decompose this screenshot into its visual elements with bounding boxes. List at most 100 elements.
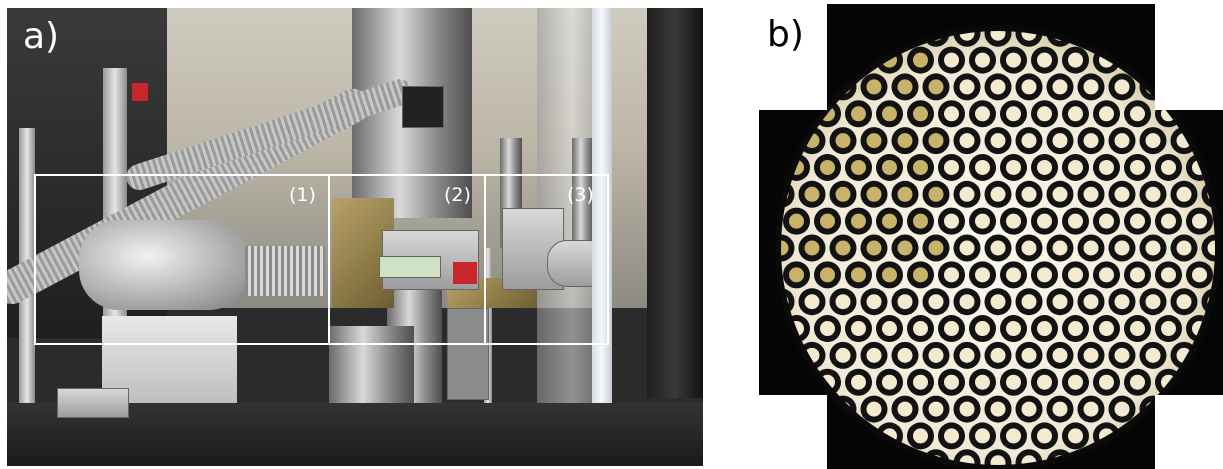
fiber-core — [1130, 321, 1145, 337]
fiber-core — [866, 347, 882, 363]
fiber-core — [1006, 321, 1021, 337]
fiber-core — [975, 321, 990, 337]
white-tube — [592, 8, 612, 466]
fiber-core — [1006, 267, 1021, 283]
fiber-core — [820, 213, 835, 229]
fiber-core — [944, 267, 959, 283]
fiber-core — [1192, 213, 1207, 229]
fiber-core — [1130, 106, 1145, 122]
fiber-core — [1068, 374, 1083, 390]
fiber-core — [990, 133, 1006, 149]
region-label-1: (1) — [289, 184, 316, 206]
fiber-core — [944, 374, 959, 390]
fiber-core — [897, 79, 913, 95]
fiber-core — [820, 159, 835, 175]
fiber-core — [975, 52, 990, 68]
fiber-core — [804, 294, 820, 310]
fiber-core — [866, 79, 882, 95]
panel-b-fiber-bundle: b) — [759, 0, 1223, 469]
fiber-core — [1083, 240, 1099, 256]
fiber-core — [1021, 294, 1037, 310]
fiber-core — [1083, 347, 1099, 363]
fiber-core — [1176, 186, 1192, 202]
fiber-core — [928, 347, 944, 363]
fiber-core — [1130, 267, 1145, 283]
fiber-core — [1083, 186, 1099, 202]
fiber-core — [866, 240, 882, 256]
fiber-core — [1052, 186, 1068, 202]
fiber-core — [1099, 374, 1114, 390]
fiber-core — [835, 240, 851, 256]
fiber-core — [1037, 213, 1052, 229]
fiber-core — [959, 133, 975, 149]
fiber-core — [897, 294, 913, 310]
fiber-core — [975, 213, 990, 229]
fiber-core — [1037, 428, 1052, 444]
fiber-core — [990, 294, 1006, 310]
fiber-core — [1083, 401, 1099, 417]
fiber-core — [1037, 374, 1052, 390]
fiber-core — [944, 106, 959, 122]
fiber-core — [1161, 213, 1176, 229]
bellows-coupling — [245, 246, 325, 296]
fiber-core — [1099, 321, 1114, 337]
fiber-core — [959, 401, 975, 417]
fiber-core — [1052, 79, 1068, 95]
fiber-core — [975, 374, 990, 390]
fiber-core — [1068, 159, 1083, 175]
region-frame-3 — [484, 174, 609, 345]
fiber-core — [1052, 294, 1068, 310]
fiber-core — [1037, 267, 1052, 283]
fiber-core — [1068, 106, 1083, 122]
fiber-core — [1145, 347, 1161, 363]
fiber-core — [1114, 294, 1130, 310]
fiber-core — [851, 374, 866, 390]
fiber-core — [1114, 347, 1130, 363]
fiber-core — [990, 186, 1006, 202]
vertical-stage-right — [572, 138, 594, 248]
fiber-core — [1145, 294, 1161, 310]
sample-window — [379, 256, 441, 278]
camera-module — [57, 388, 129, 418]
fiber-core — [1083, 133, 1099, 149]
fiber-core — [944, 321, 959, 337]
fiber-core — [1006, 428, 1021, 444]
fiber-core — [851, 267, 866, 283]
wall-socket-red — [132, 83, 148, 101]
fiber-core — [1114, 133, 1130, 149]
fiber-core — [1037, 159, 1052, 175]
fiber-core — [866, 401, 882, 417]
fiber-core — [975, 267, 990, 283]
fiber-core — [1021, 347, 1037, 363]
fiber-core — [913, 106, 928, 122]
panel-b-label: b) — [767, 14, 804, 55]
fiber-core — [1037, 321, 1052, 337]
fiber-core — [1006, 374, 1021, 390]
fiber-core — [1114, 79, 1130, 95]
fiber-core — [866, 133, 882, 149]
fiber-core — [1192, 267, 1207, 283]
fiber-core — [866, 186, 882, 202]
fiber-core — [789, 267, 804, 283]
fiber-core — [882, 267, 897, 283]
fiber-core — [835, 347, 851, 363]
fiber-core — [990, 347, 1006, 363]
fiber-core — [835, 294, 851, 310]
fiber-core — [866, 294, 882, 310]
fiber-core — [944, 52, 959, 68]
fiber-core — [1130, 374, 1145, 390]
fiber-core — [897, 347, 913, 363]
fiber-core — [975, 428, 990, 444]
fiber-core — [913, 213, 928, 229]
fiber-core — [882, 159, 897, 175]
fiber-core — [1099, 106, 1114, 122]
fiber-core — [975, 106, 990, 122]
fiber-core — [1145, 133, 1161, 149]
fiber-core — [990, 79, 1006, 95]
fiber-core — [928, 133, 944, 149]
fiber-core — [1114, 186, 1130, 202]
region-label-2: (2) — [444, 184, 471, 206]
fiber-core — [959, 79, 975, 95]
fiber-core — [882, 374, 897, 390]
fiber-core — [1052, 347, 1068, 363]
